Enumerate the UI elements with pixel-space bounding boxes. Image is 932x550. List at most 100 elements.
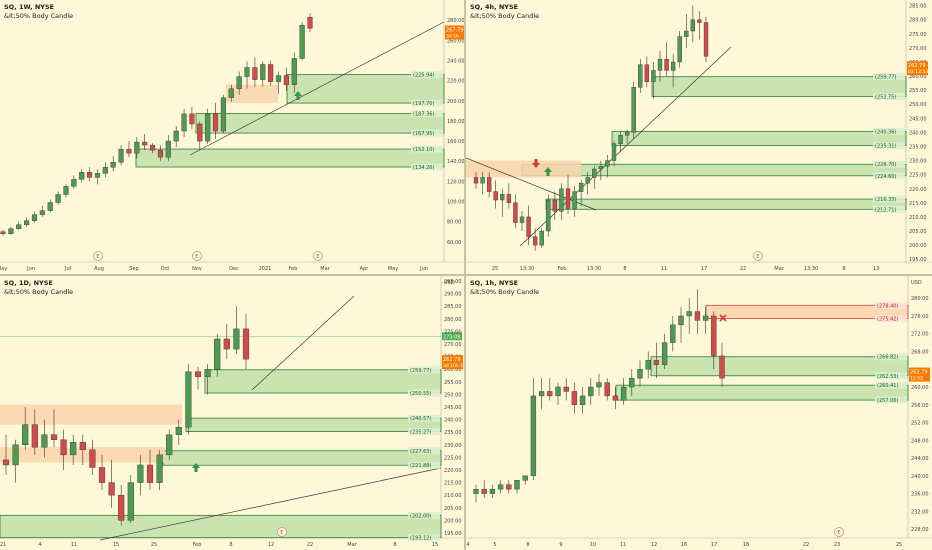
earnings-marker-icon xyxy=(192,251,202,261)
zone-price-label: (266.82) xyxy=(877,355,898,361)
candle-body xyxy=(719,355,725,379)
zone-label-bg xyxy=(411,110,443,118)
last-price-tag xyxy=(442,355,463,370)
candle-body xyxy=(194,371,202,377)
price-axis-unit: USD xyxy=(911,280,922,286)
chart-panel-daily[interactable]: 273.08 USD 295.00 290.00 285.00 280.00 275.00 2… xyxy=(0,276,464,550)
price-tick-label: 230.00 xyxy=(909,159,927,165)
supply-zone xyxy=(705,304,909,319)
candle-body xyxy=(489,488,496,494)
demand-zone xyxy=(615,384,909,401)
candle-body xyxy=(204,369,211,377)
candle-body xyxy=(637,369,643,379)
time-tick-label: Jun xyxy=(26,266,35,272)
trendline xyxy=(519,46,732,247)
candle-body xyxy=(571,391,578,405)
zone-label-bg xyxy=(875,372,907,380)
arrow-up-icon xyxy=(294,91,302,100)
zone-label-bg xyxy=(873,172,905,180)
time-tick-label: 22 xyxy=(803,542,809,548)
price-tick-label: 268.00 xyxy=(911,349,929,355)
time-tick-label: 8 xyxy=(229,542,232,548)
candle-body xyxy=(588,386,594,397)
candle-body xyxy=(189,113,195,125)
zone-label-bg xyxy=(873,195,905,203)
last-price-tag xyxy=(907,61,928,76)
price-tick-label: 248.00 xyxy=(911,438,929,444)
price-tick-label: 272.00 xyxy=(911,332,929,338)
reference-price-label: 273.08 xyxy=(443,334,461,340)
zone-price-label: (221.88) xyxy=(410,463,431,469)
price-tick-label: 205.00 xyxy=(444,506,462,512)
chart-panel-1h[interactable]: USD280.00276.00272.00268.00264.00260.002… xyxy=(466,276,932,550)
candle-body xyxy=(631,87,636,133)
demand-zone xyxy=(650,356,909,377)
candle-body xyxy=(260,64,266,80)
candle-body xyxy=(175,426,182,435)
zone-label-bg xyxy=(408,414,440,422)
reference-price-tag xyxy=(442,332,462,341)
price-tick-label: 200.00 xyxy=(447,99,464,105)
supply-zone xyxy=(0,404,182,425)
candle-body xyxy=(156,454,163,483)
time-tick-label: 10 xyxy=(590,542,596,548)
price-tick-label: 210.00 xyxy=(909,215,927,221)
candle-body xyxy=(165,140,171,158)
chart-panel-weekly[interactable]: 280.00 260.00 240.00 220.00 200.00 180.00 160.… xyxy=(0,0,464,274)
price-tick-label: 275.00 xyxy=(444,329,462,335)
candle-body xyxy=(63,186,69,195)
indicator-label: &lt;50% Body Candle xyxy=(4,288,74,296)
candle-body xyxy=(228,88,234,98)
candle-body xyxy=(694,311,701,321)
zone-label-bg xyxy=(875,301,907,309)
zone-price-label: (278.40) xyxy=(877,303,898,309)
earnings-marker-icon xyxy=(313,251,323,261)
time-tick-label: Aug xyxy=(94,266,104,272)
candle-body xyxy=(645,360,651,370)
time-tick-label: Sep xyxy=(129,266,138,272)
earnings-marker-icon xyxy=(834,527,844,537)
price-tick-label: 295.00 xyxy=(444,279,462,285)
time-tick-label: Mar xyxy=(774,266,784,272)
time-tick-label: Mar xyxy=(347,542,357,548)
demand-zone xyxy=(611,130,907,147)
time-tick-label: 9 xyxy=(559,542,562,548)
price-tick-label: 270.00 xyxy=(909,46,927,52)
candle-body xyxy=(2,459,10,466)
price-tick-label: 255.00 xyxy=(909,88,927,94)
candle-body xyxy=(522,475,528,481)
price-tick-label: 240.00 xyxy=(909,130,927,136)
last-price-tag xyxy=(909,367,930,382)
time-tick-label: 13:30 xyxy=(520,266,534,272)
candle-body xyxy=(555,386,561,397)
countdown-label: 12:52 xyxy=(910,376,923,382)
candle-body xyxy=(547,391,553,397)
time-tick-label: 17 xyxy=(711,542,717,548)
candle-body xyxy=(711,315,717,357)
candle-body xyxy=(559,188,564,212)
candle-body xyxy=(31,214,38,221)
time-tick-label: 11 xyxy=(620,542,626,548)
zone-label-bg xyxy=(873,205,905,213)
candle-body xyxy=(702,315,709,321)
time-tick-label: Feb xyxy=(193,542,202,548)
time-tick-label: 22 xyxy=(307,542,313,548)
zone-label-bg xyxy=(875,381,907,389)
4h-chart-svg[interactable]: 285.00280.00275.00270.00265.00260.00255.… xyxy=(466,0,932,274)
candle-body xyxy=(223,338,230,350)
price-tick-label: 225.00 xyxy=(909,173,927,179)
zone-price-label: (134.26) xyxy=(413,165,434,171)
candle-body xyxy=(307,16,313,29)
price-tick-label: 180.00 xyxy=(447,119,464,125)
weekly-chart-svg[interactable]: 280.00 260.00 240.00 220.00 200.00 180.00 160.… xyxy=(0,0,464,274)
time-tick-label: Jun xyxy=(419,266,428,272)
chart-title: SQ, 1h, NYSE xyxy=(470,279,519,287)
candle-body xyxy=(638,64,643,88)
candle-body xyxy=(31,424,38,448)
chart-panel-4h[interactable]: 285.00280.00275.00270.00265.00260.00255.… xyxy=(466,0,932,274)
price-tick-label: 250.00 xyxy=(909,102,927,108)
1h-chart-svg[interactable]: USD280.00276.00272.00268.00264.00260.002… xyxy=(466,276,932,550)
candle-body xyxy=(572,191,577,209)
